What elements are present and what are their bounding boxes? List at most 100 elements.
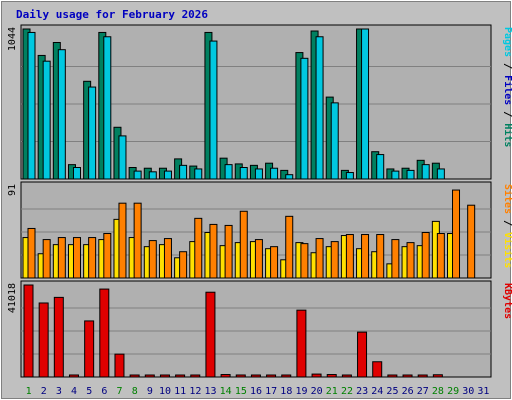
bar-sites-day-28 (436, 233, 445, 279)
bar-sites-day-25 (391, 239, 400, 279)
bar-files-day-28 (436, 168, 445, 180)
x-tick-label-day-3: 3 (56, 386, 62, 397)
bar-sites-day-15 (239, 210, 248, 279)
bar-files-day-5 (88, 86, 97, 180)
x-tick-label-day-21: 21 (326, 386, 338, 397)
legend-item-hits-3: / (502, 105, 512, 123)
bar-sites-day-20 (315, 238, 324, 279)
bar-kbytes-day-20 (311, 373, 322, 378)
bar-kbytes-day-11 (175, 374, 186, 378)
legend-visits: Sites / Visits (502, 184, 512, 268)
bar-kbytes-day-16 (250, 374, 261, 378)
bar-kbytes-day-28 (432, 374, 443, 378)
bar-sites-day-30 (467, 204, 476, 279)
bar-files-day-19 (300, 57, 309, 180)
bar-kbytes-day-6 (99, 288, 110, 378)
bar-sites-day-14 (224, 224, 233, 279)
bar-sites-day-29 (452, 189, 461, 279)
bar-kbytes-day-14 (220, 374, 231, 378)
x-tick-label-day-6: 6 (101, 386, 107, 397)
y-max-label-kbytes: 41018 (7, 283, 18, 313)
legend-item-hits-0: Pages (502, 27, 512, 57)
x-tick-label-day-28: 28 (432, 386, 444, 397)
bar-files-day-24 (376, 154, 385, 180)
bar-sites-day-21 (330, 241, 339, 279)
bar-sites-day-17 (270, 246, 279, 279)
bar-kbytes-day-17 (266, 374, 277, 378)
bar-files-day-7 (118, 135, 127, 180)
bar-sites-day-7 (118, 202, 127, 279)
bar-kbytes-day-2 (38, 302, 49, 378)
bar-sites-day-22 (345, 234, 354, 279)
bar-kbytes-day-27 (417, 374, 428, 378)
y-max-label-visits: 91 (7, 184, 18, 196)
bar-files-day-15 (239, 167, 248, 180)
x-tick-label-day-24: 24 (371, 386, 383, 397)
x-tick-label-day-31: 31 (477, 386, 489, 397)
bar-files-day-13 (209, 40, 218, 180)
chart-title: Daily usage for February 2026 (16, 8, 208, 21)
bar-kbytes-day-21 (326, 374, 337, 378)
x-tick-label-day-25: 25 (386, 386, 398, 397)
x-tick-label-day-18: 18 (280, 386, 292, 397)
bar-kbytes-day-15 (235, 374, 246, 378)
bar-kbytes-day-9 (144, 374, 155, 378)
x-tick-label-day-14: 14 (220, 386, 232, 397)
bar-kbytes-day-5 (84, 320, 95, 378)
bar-files-day-23 (361, 28, 370, 180)
x-tick-label-day-4: 4 (71, 386, 77, 397)
bar-files-day-3 (57, 49, 66, 180)
x-tick-label-day-5: 5 (86, 386, 92, 397)
bar-sites-day-23 (361, 234, 370, 279)
bar-kbytes-day-18 (281, 374, 292, 378)
bar-sites-day-16 (254, 239, 263, 279)
bar-kbytes-day-22 (341, 374, 352, 378)
bar-files-day-11 (179, 164, 188, 180)
legend-item-hits-2: Files (502, 75, 512, 105)
bar-sites-day-9 (148, 240, 157, 279)
x-tick-label-day-27: 27 (417, 386, 429, 397)
x-tick-label-day-10: 10 (159, 386, 171, 397)
x-tick-label-day-8: 8 (132, 386, 138, 397)
y-max-label-hits: 1044 (7, 27, 18, 51)
x-tick-label-day-22: 22 (341, 386, 353, 397)
bar-sites-day-18 (285, 215, 294, 279)
bar-files-day-27 (421, 164, 430, 180)
bar-files-day-25 (391, 170, 400, 180)
legend-item-visits-2: Visits (502, 232, 512, 268)
x-tick-label-day-9: 9 (147, 386, 153, 397)
x-tick-label-day-13: 13 (204, 386, 216, 397)
bar-files-day-18 (285, 174, 294, 180)
bar-files-day-2 (42, 60, 51, 180)
bar-sites-day-3 (57, 237, 66, 279)
x-tick-label-day-23: 23 (356, 386, 368, 397)
bar-kbytes-day-26 (402, 374, 413, 378)
bar-files-day-10 (163, 170, 172, 180)
legend-item-hits-4: Hits (502, 123, 512, 147)
bar-files-day-20 (315, 36, 324, 180)
bar-sites-day-10 (163, 238, 172, 279)
x-tick-label-day-2: 2 (41, 386, 47, 397)
bar-sites-day-11 (179, 251, 188, 279)
bar-kbytes-day-19 (296, 309, 307, 378)
bar-files-day-4 (72, 167, 81, 180)
bar-files-day-14 (224, 164, 233, 180)
bar-kbytes-day-12 (190, 374, 201, 378)
x-tick-label-day-7: 7 (117, 386, 123, 397)
bar-sites-day-4 (72, 237, 81, 279)
bar-kbytes-day-24 (372, 361, 383, 378)
bar-files-day-6 (103, 36, 112, 180)
bar-sites-day-5 (88, 237, 97, 279)
legend-item-visits-1: / (502, 214, 512, 232)
bar-sites-day-26 (406, 242, 415, 279)
bar-files-day-17 (270, 167, 279, 180)
legend-item-hits-1: / (502, 57, 512, 75)
bar-kbytes-day-3 (53, 296, 64, 378)
bar-sites-day-12 (194, 217, 203, 279)
bar-files-day-12 (194, 168, 203, 180)
x-tick-label-day-20: 20 (311, 386, 323, 397)
bar-files-day-9 (148, 171, 157, 180)
bar-kbytes-day-1 (23, 284, 34, 378)
bar-files-day-8 (133, 170, 142, 180)
